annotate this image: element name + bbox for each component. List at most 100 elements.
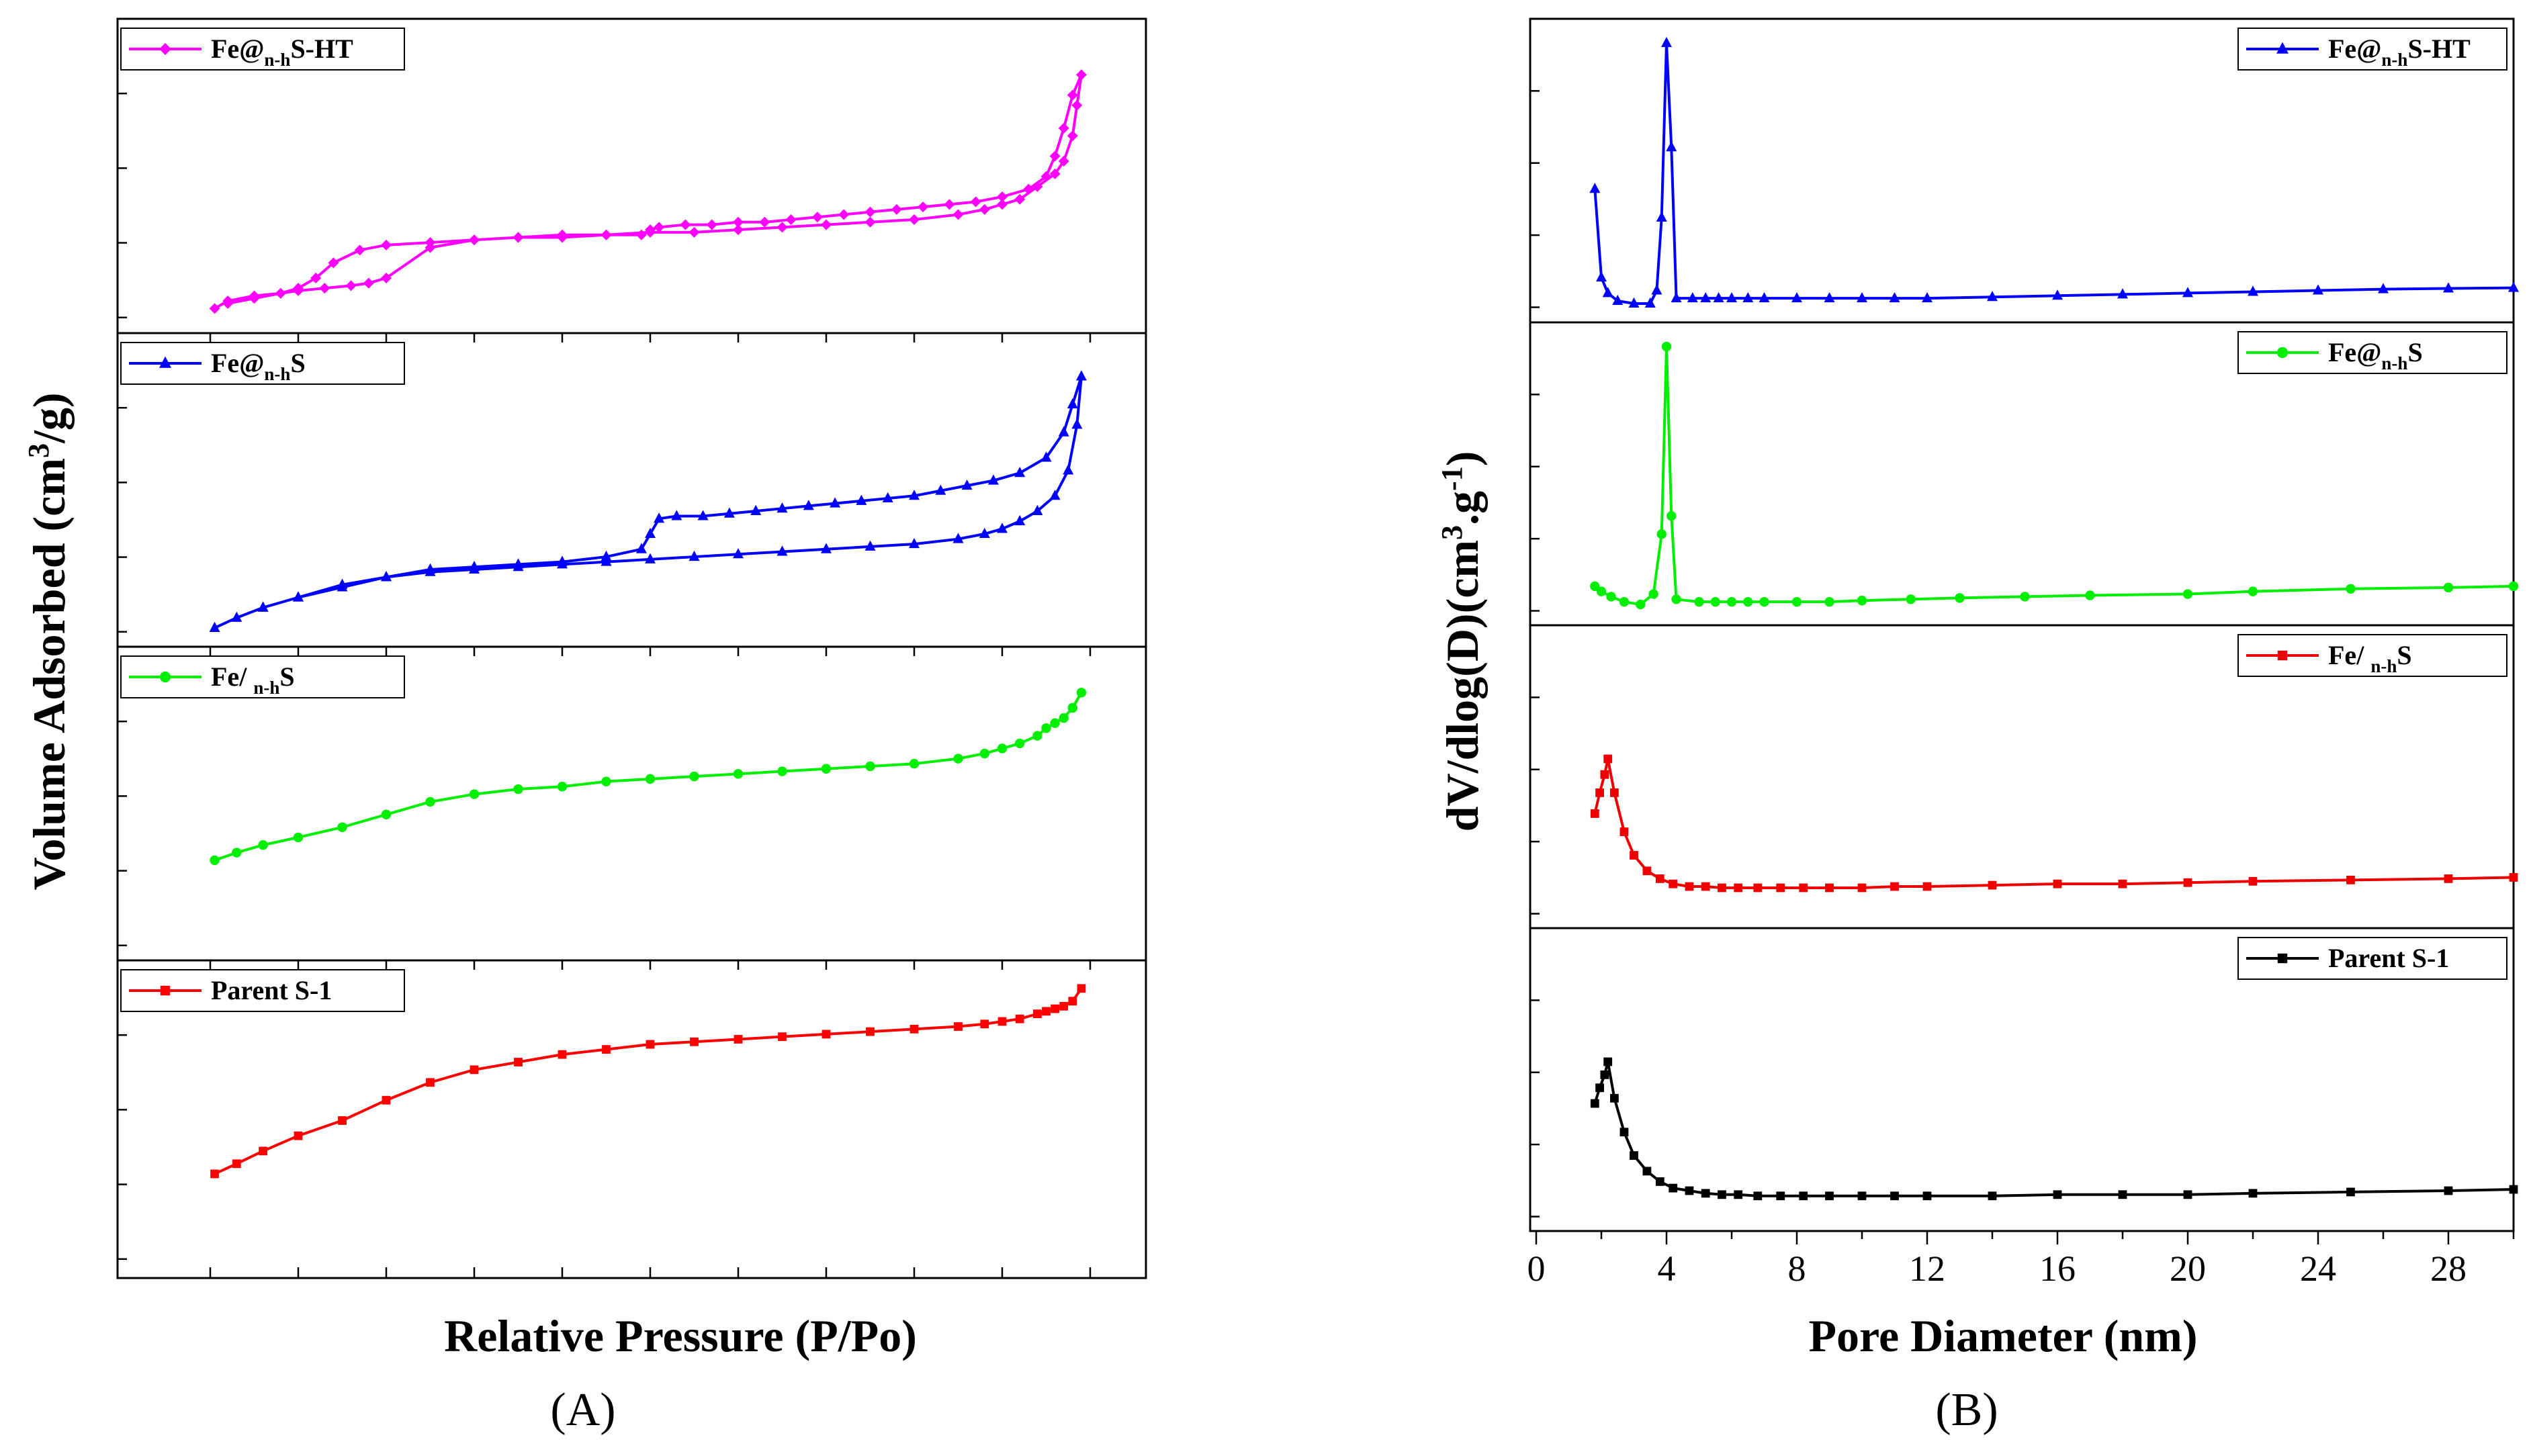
data-point: [1063, 464, 1074, 475]
data-point: [866, 1027, 875, 1036]
data-point: [1743, 596, 1753, 607]
data-point: [1596, 271, 1607, 282]
data-point: [1890, 882, 1899, 891]
data-point: [2508, 281, 2519, 292]
data-point: [209, 303, 220, 314]
data-point: [232, 848, 242, 858]
data-point: [1857, 883, 1867, 893]
data-point: [909, 537, 920, 549]
data-point: [997, 1017, 1007, 1026]
data-point: [601, 229, 612, 240]
data-point: [1068, 997, 1077, 1006]
chart-b-legend-0: Fe@n-hS-HT: [2237, 28, 2507, 71]
data-point: [1032, 181, 1043, 192]
chart-b-ylabel-post: ): [1437, 451, 1488, 467]
data-point: [1051, 1004, 1059, 1013]
data-point: [1619, 1128, 1629, 1137]
series-line: [1593, 42, 2514, 305]
data-point: [909, 1024, 919, 1034]
data-point: [1655, 1177, 1664, 1186]
data-point: [2443, 582, 2454, 593]
data-point: [469, 789, 480, 799]
panel-label-a: (A): [550, 1384, 615, 1436]
data-point: [1059, 713, 1069, 723]
data-point: [2183, 1190, 2192, 1199]
data-point: [275, 287, 286, 299]
data-point: [2509, 1185, 2518, 1194]
data-point: [514, 1058, 523, 1066]
data-point: [469, 560, 480, 572]
legend-label: Fe@n-hS: [2328, 337, 2423, 373]
data-point: [1776, 883, 1785, 893]
data-point: [1799, 1191, 1808, 1201]
legend-label-pre: Fe@: [211, 348, 264, 378]
data-point: [1032, 504, 1043, 515]
data-point: [970, 196, 981, 208]
data-point: [1014, 193, 1026, 205]
data-point: [750, 504, 762, 515]
data-point: [645, 553, 656, 563]
data-point: [425, 797, 435, 807]
data-point: [1040, 451, 1052, 462]
data-point: [918, 201, 929, 213]
data-point: [1713, 291, 1724, 303]
data-point: [1685, 882, 1694, 891]
data-point: [891, 203, 902, 215]
legend-label-post: S-HT: [290, 34, 353, 64]
data-point: [425, 563, 436, 574]
data-point: [1590, 581, 1600, 592]
data-point: [2509, 873, 2518, 882]
data-point: [294, 1131, 303, 1140]
legend-label-pre: Parent S-1: [2328, 943, 2449, 973]
data-point: [2052, 289, 2063, 300]
data-point: [776, 222, 788, 233]
data-point: [1015, 1014, 1024, 1023]
data-point: [381, 571, 392, 582]
data-point: [513, 232, 524, 243]
data-point: [856, 494, 867, 505]
data-point: [1032, 731, 1042, 741]
data-point: [1734, 1190, 1743, 1199]
data-point: [1666, 141, 1677, 152]
data-point: [513, 558, 524, 569]
chart-a-legend-3: Parent S-1: [120, 969, 405, 1012]
legend-label-post: S: [2407, 337, 2422, 367]
data-point: [1644, 297, 1656, 308]
chart-b-x-tick-label: 4: [1658, 1248, 1676, 1289]
data-point: [1825, 1191, 1834, 1201]
data-point: [1710, 596, 1720, 607]
data-point: [2118, 879, 2127, 889]
data-point: [635, 229, 647, 240]
legend-label-sub: n-h: [2381, 50, 2407, 70]
data-point: [785, 214, 797, 226]
series-line: [1594, 345, 2514, 606]
data-point: [759, 216, 770, 228]
data-point: [1890, 1191, 1899, 1201]
data-point: [1857, 1191, 1867, 1201]
chart-b-legend-1: Fe@n-hS: [2237, 331, 2507, 374]
data-point: [1603, 1057, 1613, 1066]
data-point: [382, 1095, 391, 1105]
data-point: [1656, 529, 1667, 539]
data-point: [2020, 592, 2030, 602]
chart-b-series-0: [1589, 36, 2519, 308]
data-point: [882, 492, 893, 503]
data-point: [470, 1065, 479, 1075]
chart-a-series-2: [210, 688, 1087, 866]
data-point: [1595, 1083, 1604, 1093]
data-point: [328, 257, 339, 269]
series-line: [214, 987, 1083, 1175]
data-point: [1602, 287, 1613, 298]
data-point: [1075, 370, 1087, 381]
data-point: [706, 219, 717, 230]
data-point: [1661, 36, 1672, 48]
data-point: [249, 293, 260, 304]
series-line: [214, 692, 1083, 862]
data-point: [1656, 211, 1667, 222]
data-point: [777, 766, 787, 776]
legend-label-post: S: [290, 348, 305, 378]
chart-b-x-tick-label: 16: [2039, 1248, 2076, 1289]
data-point: [952, 533, 964, 543]
data-point: [2183, 878, 2192, 887]
data-point: [2248, 1189, 2258, 1198]
